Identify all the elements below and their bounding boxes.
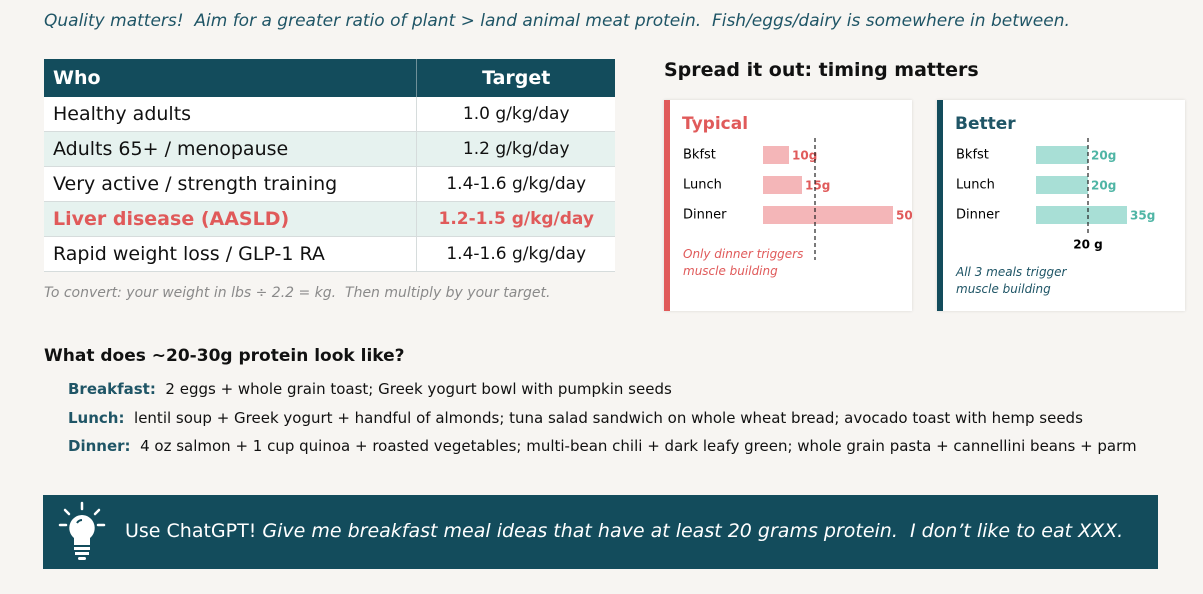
bar-chart: Better Bkfst 20g Lunch 20g Dinner 35g 20 g [955, 114, 1155, 252]
meal-label: Lunch: [68, 408, 125, 427]
table-cell: Liver disease (AASLD) [44, 201, 417, 237]
table-cell: 1.0 g/kg/day [416, 97, 615, 132]
header: Quality matters! Aim for a greater ratio… [44, 11, 1070, 31]
meal-text: 4 oz salmon + 1 cup quinoa + roasted veg… [140, 437, 1137, 455]
chart-note: All 3 meals trigger muscle building [956, 265, 1067, 296]
bar [1036, 206, 1127, 224]
banner-text: Use ChatGPT! Give me breakfast meal idea… [125, 520, 1123, 542]
table-cell: Healthy adults [44, 97, 417, 132]
bar [763, 176, 802, 194]
banner-lead: Use ChatGPT! [125, 520, 257, 542]
table-row: Rapid weight loss / GLP-1 RA 1.4-1.6 g/kg… [44, 236, 615, 272]
table-row: Liver disease (AASLD) 1.2-1.5 g/kg/day [44, 201, 615, 237]
chart-card: Better Bkfst 20g Lunch 20g Dinner 35g 20 g All 3… [937, 100, 1185, 311]
category-label: Bkfst [956, 148, 989, 163]
meal-line: Lunch: lentil soup + Greek yogurt + hand… [68, 409, 1083, 427]
category-label: Bkfst [683, 148, 716, 163]
value-label: 50g [896, 209, 912, 223]
value-label: 20g [1091, 179, 1116, 193]
table-cell: Very active / strength training [44, 166, 417, 202]
meal-text: lentil soup + Greek yogurt + handful of … [134, 408, 1083, 427]
bar [1036, 146, 1088, 164]
table-cell: Adults 65+ / menopause [44, 131, 417, 167]
table-header: Who Target [44, 59, 615, 97]
column-header: Target [416, 59, 615, 97]
chart-title: Typical [682, 114, 748, 134]
category-label: Dinner [956, 208, 1000, 223]
table-row: Adults 65+ / menopause 1.2 g/kg/day [44, 131, 615, 167]
bulb-icon [58, 501, 106, 560]
column-header: Who [44, 59, 417, 97]
category-label: Lunch [956, 178, 995, 193]
table-cell: 1.2-1.5 g/kg/day [416, 201, 615, 237]
chart-card: Typical Bkfst 10g Lunch 15g Dinner 50g Only din… [664, 100, 912, 311]
category-label: Dinner [683, 208, 727, 223]
meal-line: Dinner: 4 oz salmon + 1 cup quinoa + roa… [68, 437, 1137, 455]
value-label: 20g [1091, 149, 1116, 163]
value-label: 10g [792, 149, 817, 163]
table-body: Healthy adults 1.0 g/kg/day Adults 65+ / m… [44, 97, 615, 272]
chart-title: Better [955, 114, 1016, 134]
bar [763, 146, 789, 164]
value-label: 35g [1130, 209, 1155, 223]
meal-label: Dinner: [68, 437, 131, 455]
table-cell: Rapid weight loss / GLP-1 RA [44, 236, 417, 272]
threshold-label: 20 g [1073, 238, 1102, 252]
table-cell: 1.2 g/kg/day [416, 131, 615, 167]
banner-prompt: Give me breakfast meal ideas that have a… [262, 520, 1124, 542]
meal-label: Breakfast: [68, 380, 156, 398]
table-row: Healthy adults 1.0 g/kg/day [44, 97, 615, 132]
category-label: Lunch [683, 178, 722, 193]
table-cell: 1.4-1.6 g/kg/day [416, 236, 615, 272]
bar [1036, 176, 1088, 194]
bar [763, 206, 893, 224]
bar-chart: Typical Bkfst 10g Lunch 15g Dinner 50g [682, 114, 912, 260]
meal-line: Breakfast: 2 eggs + whole grain toast; G… [68, 380, 672, 398]
banner: Use ChatGPT! Give me breakfast meal idea… [43, 495, 1158, 569]
table-cell: 1.4-1.6 g/kg/day [416, 166, 615, 202]
section-title: Spread it out: timing matters [664, 59, 979, 81]
meal-text: 2 eggs + whole grain toast; Greek yogurt… [165, 380, 672, 398]
table-note: To convert: your weight in lbs ÷ 2.2 = k… [44, 285, 551, 301]
table-row: Very active / strength training 1.4-1.6 g… [44, 166, 615, 202]
chart-note: Only dinner triggers muscle building [683, 247, 804, 278]
value-label: 15g [805, 179, 830, 193]
protein-table: Who Target Healthy adults 1.0 g/kg/day Adu… [44, 59, 615, 272]
section-title: What does ~20-30g protein look like? [44, 346, 405, 366]
